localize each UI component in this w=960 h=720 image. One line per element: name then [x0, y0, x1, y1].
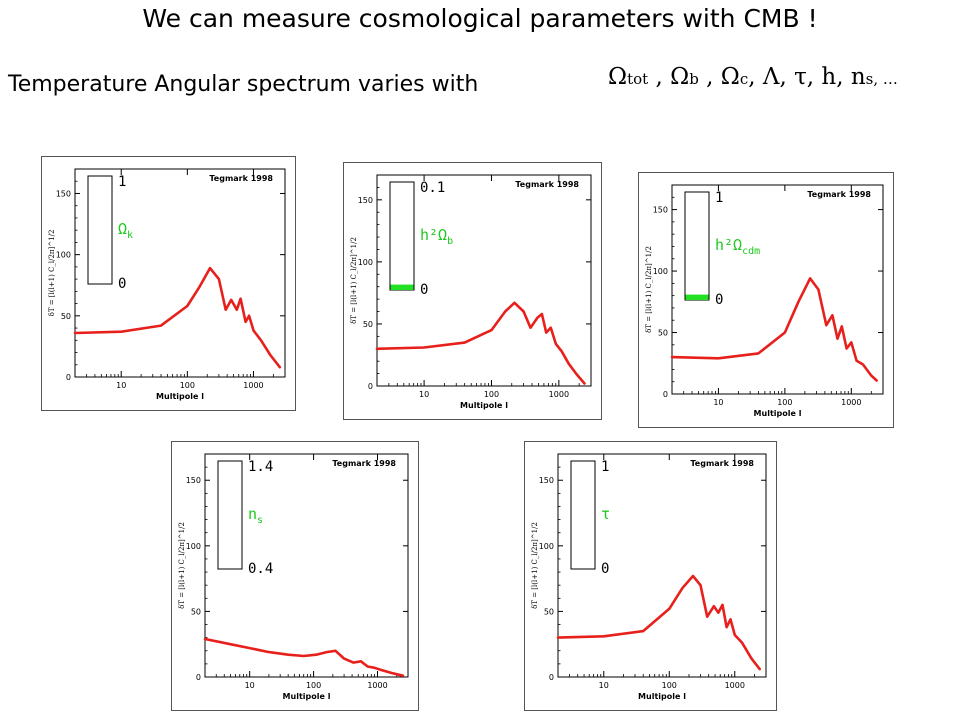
y-axis-label: δT = [l(l+1) C_l/2π]^1/2 [350, 237, 358, 324]
chart-watermark: Tegmark 1998 [209, 174, 273, 183]
y-tick-label: 100 [539, 542, 554, 551]
x-tick-label: 10 [419, 390, 429, 399]
x-axis-label: Multipole l [754, 409, 802, 418]
power-spectrum-curve [670, 277, 878, 382]
x-tick-label: 10 [599, 681, 609, 690]
plot-frame [376, 174, 592, 387]
y-tick-label: 150 [186, 476, 201, 485]
y-axis-label: δT = [l(l+1) C_l/2π]^1/2 [531, 522, 539, 609]
chart-panel-ns: 0 50 100 150 10 100 1000 Multipole l δT = [l(l+1… [171, 441, 419, 711]
x-tick-label: 1000 [725, 681, 745, 690]
y-axis-label: δT = [l(l+1) C_l/2π]^1/2 [178, 522, 186, 609]
parameter-list: Ωtot , Ωb , Ωc, Λ, τ, h, ns, … [608, 64, 898, 90]
x-axis-label: Multipole l [156, 392, 204, 401]
y-tick-label: 100 [56, 251, 71, 260]
power-spectrum-curve [73, 266, 282, 369]
chart-watermark: Tegmark 1998 [515, 180, 579, 189]
x-tick-label: 1000 [549, 390, 569, 399]
y-tick-label: 0 [549, 673, 554, 682]
x-tick-label: 1000 [243, 381, 263, 390]
slide-subtitle: Temperature Angular spectrum varies with [8, 72, 479, 97]
slide-title: We can measure cosmological parameters w… [142, 4, 818, 33]
x-tick-label: 100 [484, 390, 499, 399]
y-tick-label: 150 [539, 476, 554, 485]
x-tick-label: 100 [777, 398, 792, 407]
x-tick-label: 10 [116, 381, 126, 390]
parameter-slider [570, 460, 596, 570]
parameter-slider-fill [390, 284, 414, 290]
x-axis-label: Multipole l [460, 401, 508, 410]
y-tick-label: 0 [196, 673, 201, 682]
slider-bottom-label: 0 [601, 561, 609, 577]
y-tick-label: 0 [663, 390, 668, 399]
x-tick-label: 10 [245, 681, 255, 690]
x-tick-label: 100 [306, 681, 321, 690]
slider-top-label: 1.4 [248, 459, 273, 475]
y-tick-label: 150 [56, 189, 71, 198]
chart-panel-tau: 0 50 100 150 10 100 1000 Multipole l δT = [l(l+1… [524, 441, 777, 711]
parameter-slider [389, 181, 415, 291]
y-axis-label: δT = [l(l+1) C_l/2π]^1/2 [645, 246, 653, 333]
y-axis-label: δT = [l(l+1) C_l/2π]^1/2 [48, 230, 56, 317]
y-tick-label: 0 [368, 382, 373, 391]
y-tick-label: 50 [191, 607, 201, 616]
chart-panel-omega-k: 0 50 100 150 10 100 1000 Multipole l δT = [l(l+1… [41, 156, 296, 411]
chart-panel-omega-cdm: 0 50 100 150 10 100 1000 Multipole l δT = [l(l+1… [638, 172, 894, 428]
parameter-slider-fill [685, 294, 709, 300]
x-tick-label: 10 [713, 398, 723, 407]
slider-parameter-label: h²Ωb [420, 226, 453, 247]
slider-parameter-label: τ [601, 505, 610, 523]
parameter-slider [87, 175, 113, 285]
y-tick-label: 150 [653, 206, 668, 215]
plot-frame [671, 184, 884, 395]
parameter-slider [684, 191, 710, 301]
slider-parameter-label: h²Ωcdm [715, 236, 760, 257]
y-tick-label: 0 [66, 373, 71, 382]
y-tick-label: 50 [658, 329, 668, 338]
x-tick-label: 1000 [841, 398, 861, 407]
y-tick-label: 100 [186, 542, 201, 551]
slider-top-label: 1 [601, 459, 609, 475]
param-omega-c: Ωc, Λ, τ, h, n [720, 64, 866, 90]
chart-watermark: Tegmark 1998 [690, 459, 754, 468]
y-tick-label: 50 [61, 312, 71, 321]
x-tick-label: 100 [662, 681, 677, 690]
slider-bottom-label: 0.4 [248, 561, 273, 577]
chart-svg: 0 50 100 150 10 100 1000 Multipole l δT = [l(l+1… [350, 174, 592, 410]
x-tick-label: 100 [180, 381, 195, 390]
x-tick-label: 1000 [367, 681, 387, 690]
y-tick-label: 100 [653, 267, 668, 276]
slider-top-label: 1 [715, 190, 723, 206]
y-tick-label: 50 [544, 607, 554, 616]
slider-parameter-label: Ωk [118, 220, 133, 241]
slider-bottom-label: 0 [715, 292, 723, 308]
chart-watermark: Tegmark 1998 [807, 190, 871, 199]
slider-bottom-label: 0 [118, 276, 126, 292]
slider-parameter-label: ns [248, 505, 263, 526]
chart-watermark: Tegmark 1998 [332, 459, 396, 468]
y-tick-label: 50 [363, 320, 373, 329]
chart-svg: 0 50 100 150 10 100 1000 Multipole l δT = [l(l+1… [178, 453, 409, 701]
param-omega-b: Ωb , [670, 64, 721, 90]
slider-bottom-label: 0 [420, 282, 428, 298]
y-tick-label: 100 [358, 258, 373, 267]
y-tick-label: 150 [358, 196, 373, 205]
power-spectrum-curve [203, 637, 405, 677]
param-omega-tot: Ωtot , [608, 64, 671, 90]
x-axis-label: Multipole l [638, 692, 686, 701]
slider-top-label: 0.1 [420, 180, 445, 196]
parameter-slider [217, 460, 243, 570]
plot-frame [204, 453, 409, 678]
slider-top-label: 1 [118, 174, 126, 190]
param-ns: s, … [865, 70, 898, 88]
plot-frame [557, 453, 767, 678]
plot-frame [74, 168, 286, 378]
chart-panel-omega-b: 0 50 100 150 10 100 1000 Multipole l δT = [l(l+1… [343, 162, 602, 420]
power-spectrum-curve [556, 574, 761, 671]
x-axis-label: Multipole l [283, 692, 331, 701]
power-spectrum-curve [375, 301, 586, 385]
